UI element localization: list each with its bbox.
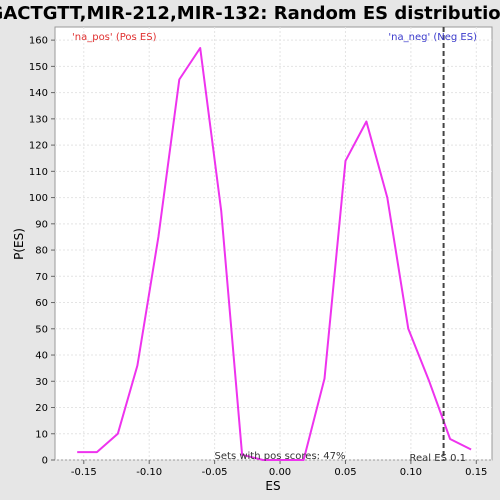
y-tick-label: 30: [35, 377, 48, 388]
y-tick-label: 70: [35, 272, 48, 283]
x-tick-label: -0.10: [136, 467, 162, 478]
x-tick-label: -0.15: [71, 467, 97, 478]
x-tick-label: -0.05: [202, 467, 228, 478]
pos-scores-annotation: Sets with pos scores: 47%: [215, 451, 346, 462]
y-axis-label: P(ES): [12, 228, 26, 260]
real-es-annotation: Real ES 0.1: [410, 453, 466, 464]
y-tick-label: 10: [35, 429, 48, 440]
y-tick-label: 20: [35, 403, 48, 414]
y-tick-label: 130: [29, 114, 48, 125]
y-tick-label: 50: [35, 324, 48, 335]
legend-pos-es: 'na_pos' (Pos ES): [72, 32, 157, 43]
x-tick-label: 0.05: [334, 467, 356, 478]
plot-area: [54, 26, 493, 461]
x-tick-label: 0.00: [269, 467, 291, 478]
y-tick-label: 160: [29, 36, 48, 47]
y-tick-label: 90: [35, 219, 48, 230]
grid-lines: [55, 27, 492, 461]
series-layer: [77, 47, 472, 461]
y-tick-label: 110: [29, 167, 48, 178]
x-tick-label: 0.10: [400, 467, 422, 478]
x-axis: -0.15 -0.10 -0.05 0.00 0.05 0.10 0.15: [71, 460, 487, 478]
x-axis-label: ES: [265, 479, 280, 493]
legend-neg-es: 'na_neg' (Neg ES): [388, 32, 477, 43]
y-tick-label: 0: [42, 456, 48, 467]
y-tick-label: 80: [35, 246, 48, 257]
y-tick-label: 40: [35, 351, 48, 362]
y-tick-label: 100: [29, 193, 48, 204]
y-tick-label: 60: [35, 298, 48, 309]
series-line: [77, 47, 472, 461]
y-tick-label: 120: [29, 141, 48, 152]
x-tick-label: 0.15: [465, 467, 487, 478]
chart-title: GACTGTT,MIR-212,MIR-132: Random ES distr…: [0, 3, 500, 24]
y-tick-label: 140: [29, 88, 48, 99]
y-axis: 0 10 20 30 40 50 60 70 80 90 100 110 120 130 140 150 160: [29, 36, 55, 467]
y-tick-label: 150: [29, 62, 48, 73]
